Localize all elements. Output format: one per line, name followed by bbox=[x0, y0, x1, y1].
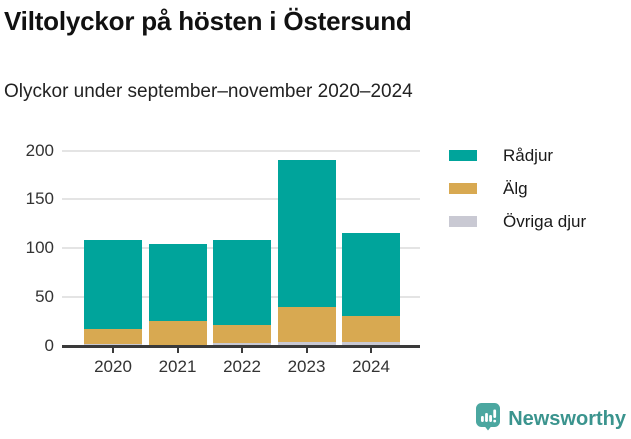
legend-swatch-icon bbox=[449, 150, 477, 161]
x-axis-tick-label-2020: 2020 bbox=[94, 357, 132, 376]
chart-title: Viltolyckor på hösten i Östersund bbox=[4, 6, 412, 36]
legend-item-Övriga djur: Övriga djur bbox=[449, 211, 587, 231]
gridline-y-200 bbox=[62, 149, 420, 152]
bar-segment-2021-Rådjur bbox=[148, 244, 207, 321]
gridline-y-150 bbox=[62, 198, 420, 201]
x-axis-tick bbox=[305, 348, 308, 353]
bar-segment-2020-Älg bbox=[84, 329, 142, 345]
y-axis-tick-label: 150 bbox=[25, 189, 54, 209]
y-axis-tick-label: 200 bbox=[25, 140, 54, 160]
bar-segment-2022-Älg bbox=[213, 325, 271, 344]
y-axis-tick-label: 0 bbox=[44, 336, 54, 355]
legend-label: Rådjur bbox=[503, 145, 554, 165]
y-axis-tick-label: 50 bbox=[35, 287, 54, 307]
legend-label: Älg bbox=[503, 178, 528, 198]
bar-segment-2020-Rådjur bbox=[84, 240, 142, 330]
bar-segment-2023-Rådjur bbox=[277, 160, 336, 307]
legend-item-Älg: Älg bbox=[449, 178, 586, 198]
x-axis-tick bbox=[370, 348, 372, 353]
bar-segment-2024-Rådjur bbox=[342, 232, 400, 316]
bar-segment-2024-Älg bbox=[342, 315, 400, 343]
x-axis-tick bbox=[176, 348, 179, 353]
bar-segment-2022-Övriga djur bbox=[213, 343, 271, 346]
legend-swatch-icon bbox=[449, 183, 477, 194]
chart-subtitle: Olyckor under september–november 2020–20… bbox=[4, 81, 413, 102]
chart-legend: Rådjur Älg Övriga djur bbox=[449, 145, 587, 231]
x-axis-tick-label-2023: 2023 bbox=[287, 357, 326, 376]
x-axis-tick bbox=[241, 348, 243, 353]
bar-segment-2023-Älg bbox=[277, 306, 336, 343]
legend-swatch-icon bbox=[449, 216, 477, 227]
bar-segment-2024-Övriga djur bbox=[342, 342, 400, 346]
x-axis-tick-label-2022: 2022 bbox=[223, 357, 261, 376]
x-axis-line bbox=[62, 345, 420, 348]
newsworthy-branding: Newsworthy bbox=[475, 402, 626, 436]
bar-segment-2021-Älg bbox=[148, 320, 207, 346]
x-axis-tick bbox=[112, 348, 114, 353]
bar-chart-speech-bubble-icon bbox=[475, 402, 501, 436]
legend-label: Övriga djur bbox=[503, 211, 587, 231]
bar-segment-2023-Övriga djur bbox=[277, 342, 336, 346]
bar-segment-2022-Rådjur bbox=[213, 240, 271, 326]
y-axis-tick-label: 100 bbox=[25, 238, 54, 258]
x-axis-tick-label-2021: 2021 bbox=[158, 357, 197, 376]
legend-item-Rådjur: Rådjur bbox=[449, 145, 586, 165]
x-axis-tick-label-2024: 2024 bbox=[352, 357, 390, 376]
brand-name: Newsworthy bbox=[508, 407, 626, 430]
